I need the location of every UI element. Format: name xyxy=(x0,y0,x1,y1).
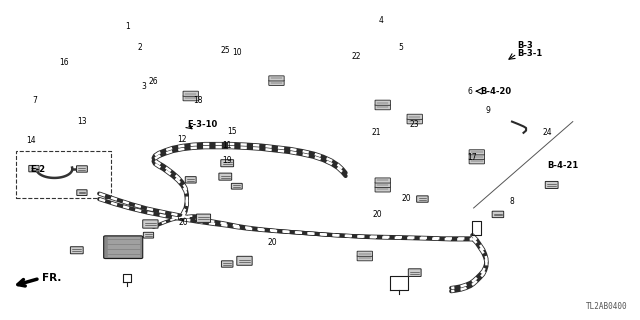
FancyBboxPatch shape xyxy=(357,251,372,256)
FancyBboxPatch shape xyxy=(237,256,252,265)
Text: 13: 13 xyxy=(77,117,87,126)
FancyBboxPatch shape xyxy=(232,183,243,189)
FancyBboxPatch shape xyxy=(492,211,504,218)
Text: 25: 25 xyxy=(220,46,230,55)
FancyBboxPatch shape xyxy=(77,166,88,172)
Text: 12: 12 xyxy=(178,135,187,144)
FancyBboxPatch shape xyxy=(407,119,422,124)
Text: 8: 8 xyxy=(509,197,515,206)
FancyBboxPatch shape xyxy=(183,96,198,101)
FancyBboxPatch shape xyxy=(417,196,428,202)
Text: 7: 7 xyxy=(33,96,38,105)
Text: E-2: E-2 xyxy=(31,165,46,174)
Text: B-3: B-3 xyxy=(517,41,533,50)
Text: 17: 17 xyxy=(467,153,477,162)
FancyBboxPatch shape xyxy=(221,160,234,167)
Text: 11: 11 xyxy=(223,141,232,150)
FancyBboxPatch shape xyxy=(269,80,284,85)
FancyBboxPatch shape xyxy=(375,187,390,192)
Text: 20: 20 xyxy=(401,194,412,203)
FancyBboxPatch shape xyxy=(143,220,158,228)
Text: 22: 22 xyxy=(352,52,361,61)
Text: 4: 4 xyxy=(378,16,383,25)
FancyBboxPatch shape xyxy=(219,173,232,180)
Text: 9: 9 xyxy=(486,106,491,115)
Text: 18: 18 xyxy=(194,96,203,105)
FancyBboxPatch shape xyxy=(469,150,484,155)
FancyBboxPatch shape xyxy=(29,165,39,172)
Text: 20: 20 xyxy=(179,218,189,227)
Text: 15: 15 xyxy=(227,127,237,136)
Text: 20: 20 xyxy=(267,238,277,247)
Text: 6: 6 xyxy=(468,87,473,96)
FancyBboxPatch shape xyxy=(104,236,143,259)
FancyBboxPatch shape xyxy=(70,247,83,254)
FancyBboxPatch shape xyxy=(375,178,390,183)
FancyBboxPatch shape xyxy=(407,114,422,119)
FancyBboxPatch shape xyxy=(469,154,484,159)
FancyBboxPatch shape xyxy=(375,105,390,110)
FancyBboxPatch shape xyxy=(186,177,196,183)
FancyBboxPatch shape xyxy=(143,232,154,238)
FancyBboxPatch shape xyxy=(375,182,390,188)
Text: 20: 20 xyxy=(372,210,383,219)
FancyBboxPatch shape xyxy=(469,159,484,164)
Text: 24: 24 xyxy=(542,128,552,137)
Text: 3: 3 xyxy=(141,82,147,91)
FancyBboxPatch shape xyxy=(77,190,87,196)
FancyBboxPatch shape xyxy=(357,256,372,261)
FancyBboxPatch shape xyxy=(375,100,390,105)
FancyBboxPatch shape xyxy=(196,214,211,222)
Bar xyxy=(16,151,111,198)
FancyBboxPatch shape xyxy=(221,261,233,267)
FancyBboxPatch shape xyxy=(545,181,558,188)
Text: 14: 14 xyxy=(26,136,36,145)
Text: E-3-10: E-3-10 xyxy=(187,120,217,129)
Text: 21: 21 xyxy=(372,128,381,137)
Text: 16: 16 xyxy=(59,58,69,67)
Text: B-4-20: B-4-20 xyxy=(480,87,511,96)
Text: 26: 26 xyxy=(148,77,159,86)
FancyBboxPatch shape xyxy=(408,269,421,276)
Text: B-3-1: B-3-1 xyxy=(517,49,542,58)
Text: 1: 1 xyxy=(125,22,131,31)
Text: 5: 5 xyxy=(398,44,403,52)
Text: TL2AB0400: TL2AB0400 xyxy=(586,302,627,311)
Text: 23: 23 xyxy=(409,120,419,129)
Text: FR.: FR. xyxy=(42,273,61,284)
Text: 2: 2 xyxy=(137,43,142,52)
Text: 10: 10 xyxy=(232,48,242,57)
Text: 19: 19 xyxy=(222,156,232,165)
FancyBboxPatch shape xyxy=(183,91,198,96)
Text: B-4-21: B-4-21 xyxy=(547,161,579,170)
FancyBboxPatch shape xyxy=(269,76,284,81)
